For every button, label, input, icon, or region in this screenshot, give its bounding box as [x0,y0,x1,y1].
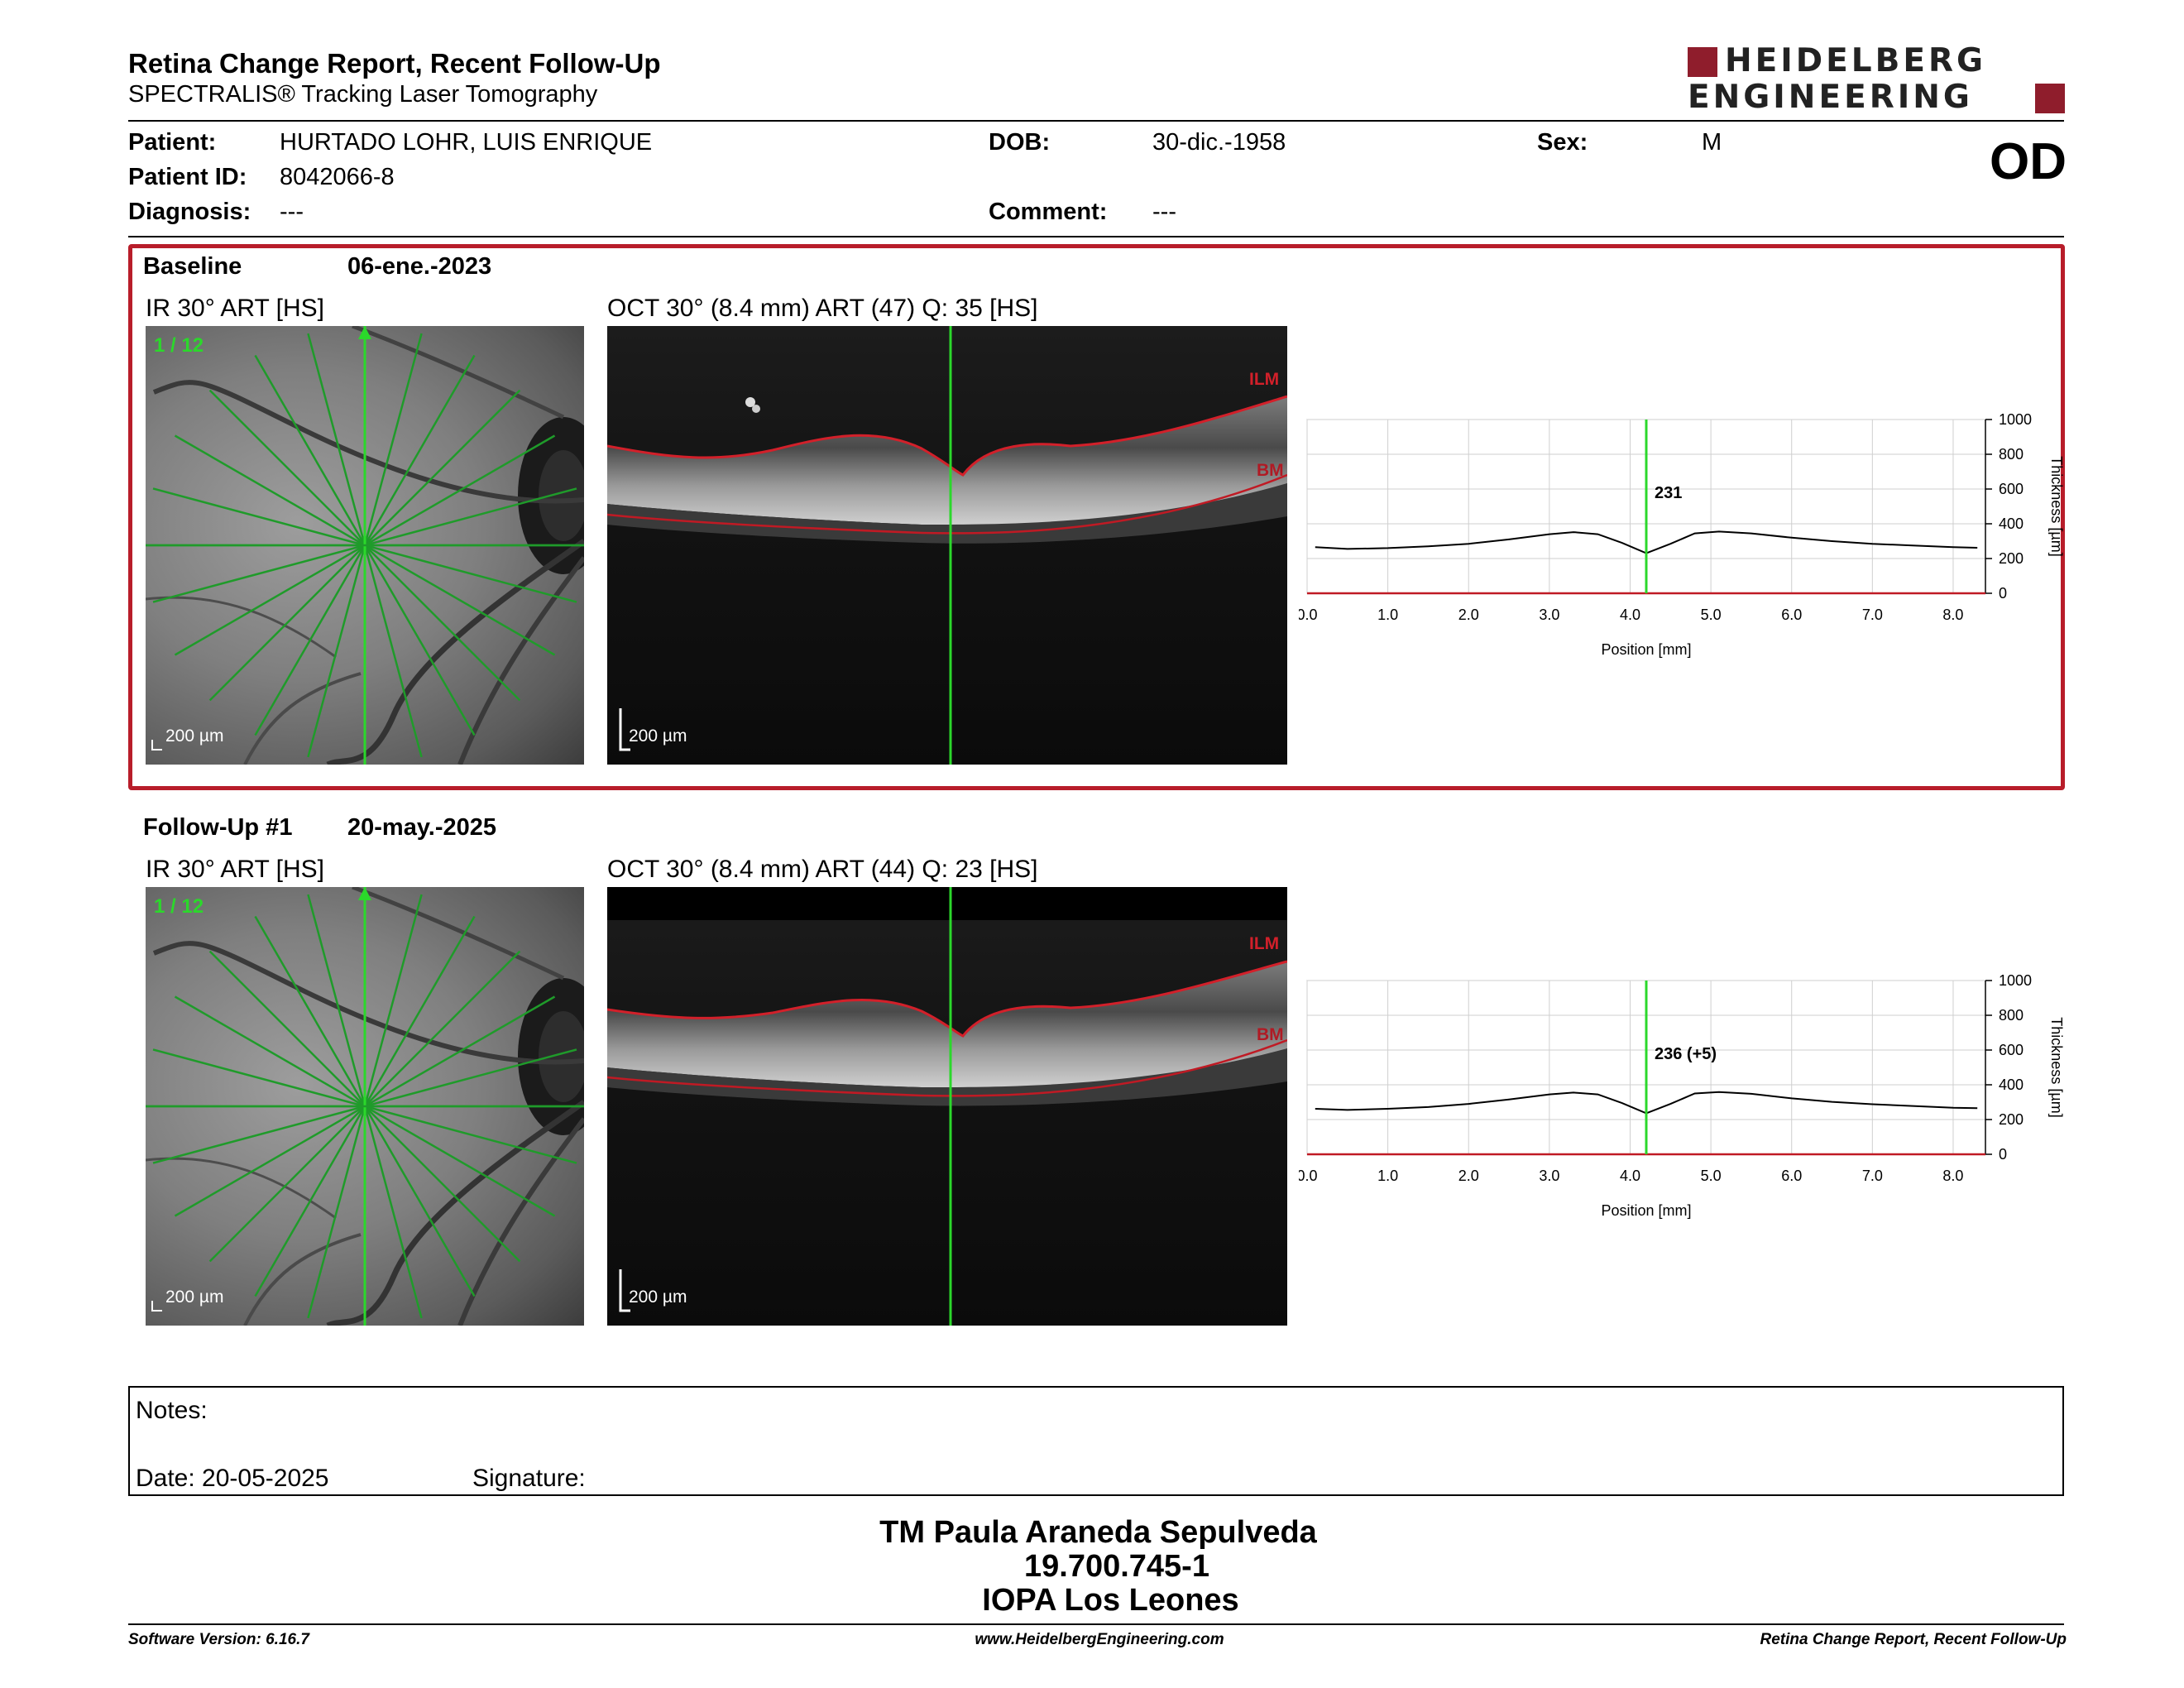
heidelberg-logo: HEIDELBERG ENGINEERING [1688,42,2068,117]
diagnosis-value: --- [280,199,304,225]
x-tick-label: 3.0 [1539,1168,1559,1184]
baseline-date: 06-ene.-2023 [347,253,492,280]
signer-name: TM Paula Araneda Sepulveda [879,1515,1317,1550]
y-tick-label: 600 [1999,481,2024,497]
notes-box[interactable] [128,1386,2064,1496]
followup-date: 20-may.-2025 [347,814,497,841]
x-tick-label: 6.0 [1781,1168,1802,1184]
followup-ir-counter: 1 / 12 [154,895,204,918]
footer-report-name: Retina Change Report, Recent Follow-Up [1760,1631,2067,1648]
dob-label: DOB: [989,129,1051,156]
x-tick-label: 5.0 [1701,1168,1722,1184]
logo-line-1: HEIDELBERG [1725,42,1987,79]
baseline-oct-scale: 200 µm [629,727,687,746]
eye-indicator: OD [1990,133,2067,190]
followup-ilm-label: ILM [1249,934,1279,953]
y-tick-label: 400 [1999,516,2024,532]
patient-id: 8042066-8 [280,164,395,190]
y-tick-label: 600 [1999,1042,2024,1058]
x-tick-label: 2.0 [1458,1168,1479,1184]
x-tick-label: 6.0 [1781,607,1802,623]
notes-date: Date: 20-05-2025 [136,1465,329,1492]
marker-value-label: 231 [1655,484,1682,502]
x-tick-label: 3.0 [1539,607,1559,623]
y-tick-label: 800 [1999,1007,2024,1024]
y-tick-label: 400 [1999,1077,2024,1093]
logo-line-2: ENGINEERING [1688,79,1973,116]
baseline-ir-counter: 1 / 12 [154,334,204,357]
patient-id-label: Patient ID: [128,164,247,190]
x-tick-label: 7.0 [1862,1168,1883,1184]
x-tick-label: 1.0 [1377,607,1398,623]
marker-value-label: 236 (+5) [1655,1045,1717,1063]
comment-label: Comment: [989,199,1108,225]
x-tick-label: 0.0 [1299,607,1318,623]
followup-bm-label: BM [1257,1025,1284,1044]
signer-org: IOPA Los Leones [982,1583,1239,1618]
baseline-thickness-chart: 0.0 1.0 2.0 3.0 4.0 5.0 6.0 7.0 8.0 0 200 400 600 800… [1296,410,2093,683]
baseline-ir-image: 1 / 12 200 µm [146,326,584,765]
y-tick-label: 0 [1999,585,2007,602]
comment-value: --- [1152,199,1176,225]
baseline-oct-image: ILM BM 200 µm [607,326,1287,765]
x-tick-label: 2.0 [1458,607,1479,623]
software-version: Software Version: 6.16.7 [128,1631,309,1648]
baseline-bm-label: BM [1257,461,1284,480]
followup-ir-image: 1 / 12 200 µm [146,887,584,1326]
y-tick-label: 800 [1999,446,2024,463]
notes-label: Notes: [136,1397,208,1424]
x-tick-label: 7.0 [1862,607,1883,623]
followup-label: Follow-Up #1 [143,814,293,841]
report-title: Retina Change Report, Recent Follow-Up [128,48,661,79]
sex-value: M [1702,129,1722,156]
patient-name: HURTADO LOHR, LUIS ENRIQUE [280,129,653,156]
baseline-panel [128,244,2065,790]
sex-label: Sex: [1537,129,1588,156]
diagnosis-label: Diagnosis: [128,199,251,225]
followup-ir-scale: 200 µm [165,1288,224,1307]
followup-oct-image: ILM BM 200 µm [607,887,1287,1326]
x-tick-label: 0.0 [1299,1168,1318,1184]
y-axis-label: Thickness [µm] [2048,456,2065,556]
x-tick-label: 4.0 [1620,607,1640,623]
x-tick-label: 8.0 [1942,607,1963,623]
y-tick-label: 200 [1999,1111,2024,1128]
followup-oct-scale: 200 µm [629,1288,687,1307]
patient-label: Patient: [128,129,217,156]
y-tick-label: 200 [1999,550,2024,567]
signer-id: 19.700.745-1 [1024,1549,1209,1584]
x-axis-label: Position [mm] [1601,641,1691,658]
baseline-ir-title: IR 30° ART [HS] [146,295,324,322]
y-tick-label: 0 [1999,1146,2007,1163]
y-tick-label: 1000 [1999,411,2032,428]
baseline-ir-scale: 200 µm [165,727,224,746]
report-subtitle: SPECTRALIS® Tracking Laser Tomography [128,81,598,108]
dob-value: 30-dic.-1958 [1152,129,1286,156]
y-axis-label: Thickness [µm] [2048,1017,2065,1117]
signature-label: Signature: [472,1465,586,1492]
x-tick-label: 4.0 [1620,1168,1640,1184]
x-axis-label: Position [mm] [1601,1202,1691,1219]
followup-thickness-chart: 0.0 1.0 2.0 3.0 4.0 5.0 6.0 7.0 8.0 0 200 400 600 800… [1296,971,2093,1244]
x-tick-label: 8.0 [1942,1168,1963,1184]
baseline-oct-title: OCT 30° (8.4 mm) ART (47) Q: 35 [HS] [607,295,1038,322]
baseline-label: Baseline [143,253,242,280]
website-link[interactable]: www.HeidelbergEngineering.com [975,1631,1224,1648]
y-tick-label: 1000 [1999,972,2032,989]
x-tick-label: 5.0 [1701,607,1722,623]
baseline-ilm-label: ILM [1249,370,1279,389]
followup-oct-title: OCT 30° (8.4 mm) ART (44) Q: 23 [HS] [607,856,1038,883]
followup-ir-title: IR 30° ART [HS] [146,856,324,883]
x-tick-label: 1.0 [1377,1168,1398,1184]
